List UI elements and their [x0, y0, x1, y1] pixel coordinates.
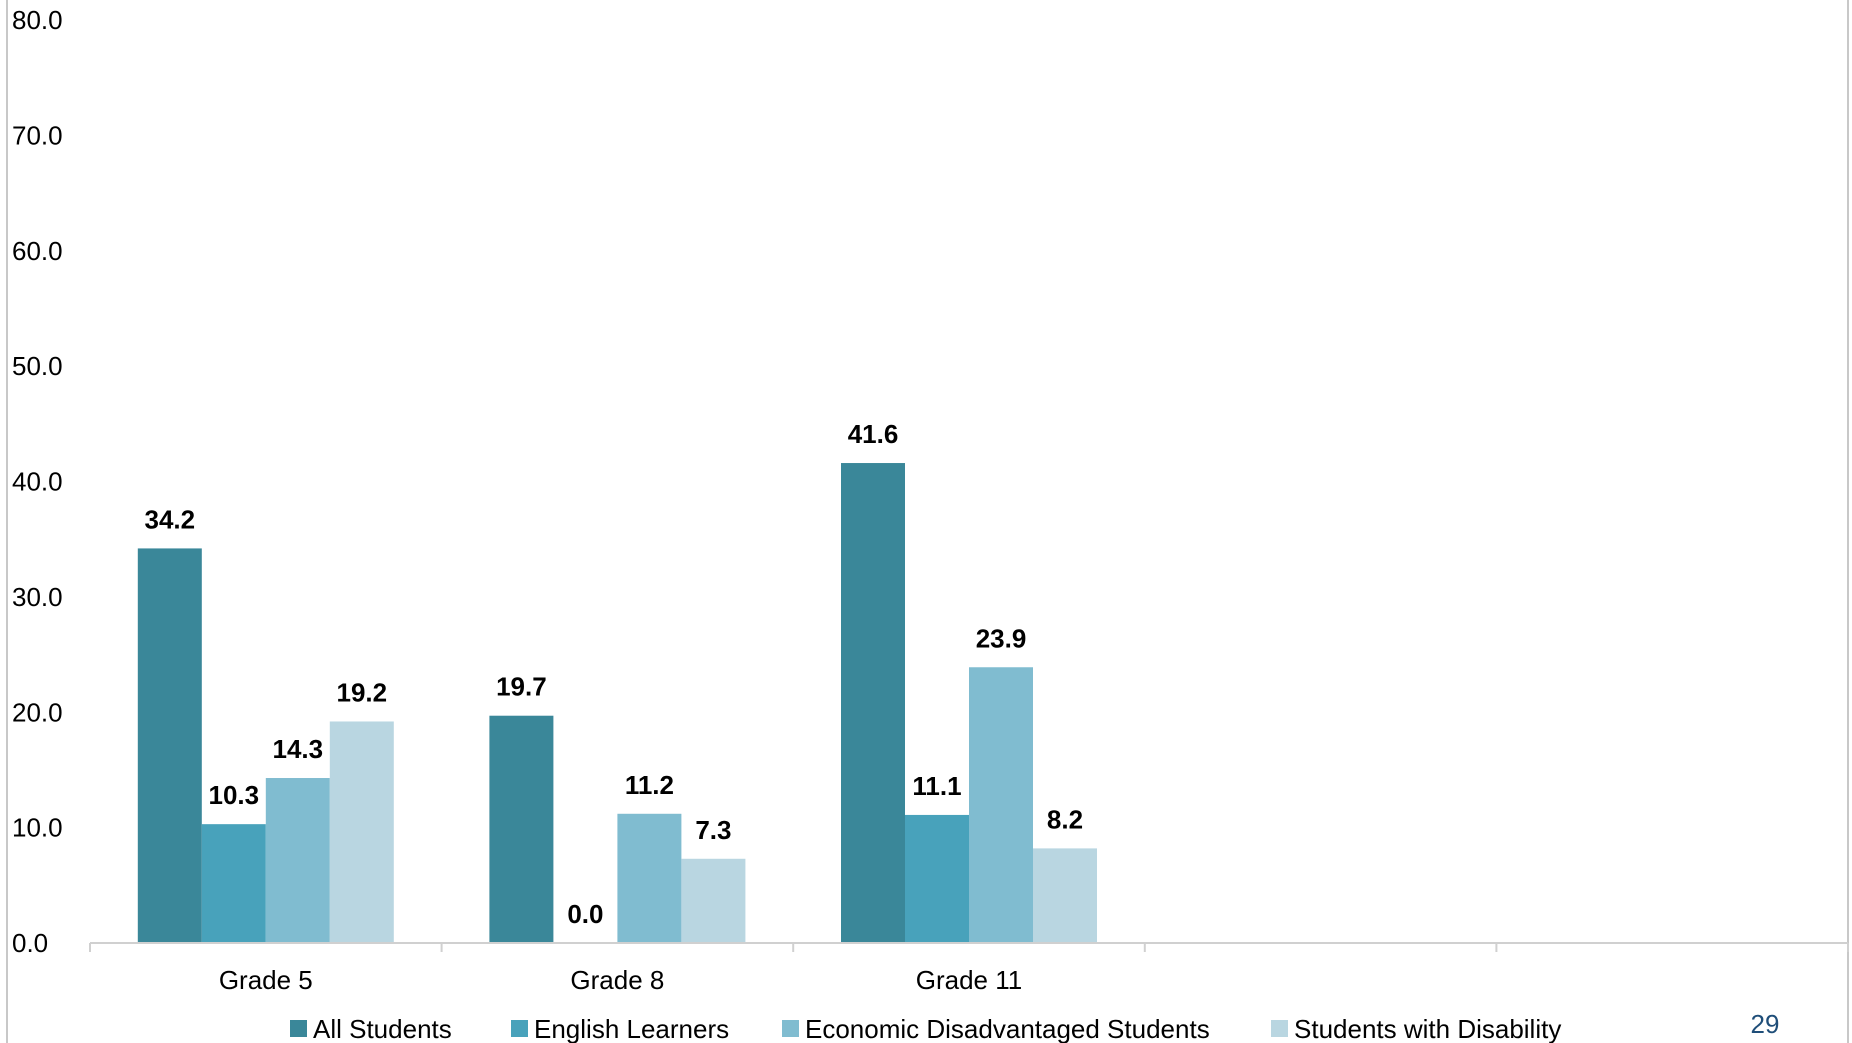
bars: [137, 463, 1097, 943]
legend-label: All Students: [313, 1014, 452, 1043]
bar: [329, 721, 394, 943]
data-label: 8.2: [1047, 804, 1083, 834]
bar: [201, 824, 266, 943]
y-tick-label: 10.0: [12, 813, 63, 843]
page-number: 29: [1751, 1009, 1780, 1039]
data-label: 0.0: [567, 899, 603, 929]
legend-swatch: [782, 1020, 799, 1037]
data-label: 23.9: [976, 623, 1027, 653]
data-label: 34.2: [144, 504, 195, 534]
data-labels: 34.2 10.3 14.3 19.2 19.7 0.0 11.2 7.3 41.6 11.1 23…: [144, 419, 1083, 929]
legend-swatch: [290, 1020, 307, 1037]
data-label: 11.1: [912, 771, 961, 801]
bar: [1033, 848, 1097, 943]
x-axis-tick-marks: [89, 943, 1849, 952]
y-axis-tick-labels: 0.0 10.0 20.0 30.0 40.0 50.0 60.0 70.0 80.0: [12, 5, 63, 958]
data-label: 19.7: [496, 672, 547, 702]
category-labels: Grade 5 Grade 8 Grade 11: [219, 965, 1022, 995]
bar: [841, 463, 905, 943]
y-tick-label: 50.0: [12, 351, 63, 381]
y-tick-label: 60.0: [12, 236, 63, 266]
legend-swatch: [511, 1020, 528, 1037]
data-label: 19.2: [336, 677, 387, 707]
data-label: 41.6: [848, 419, 899, 449]
y-tick-label: 0.0: [12, 928, 48, 958]
y-tick-label: 20.0: [12, 697, 63, 727]
legend-label: Students with Disability: [1294, 1014, 1561, 1043]
bar: [617, 813, 682, 943]
legend-label: English Learners: [534, 1014, 729, 1043]
data-label: 10.3: [208, 780, 259, 810]
data-label: 11.2: [625, 770, 674, 800]
data-label: 7.3: [695, 815, 731, 845]
y-tick-label: 70.0: [12, 120, 63, 150]
y-tick-label: 30.0: [12, 582, 63, 612]
bar: [681, 858, 746, 943]
y-tick-label: 40.0: [12, 467, 63, 497]
data-label: 14.3: [272, 734, 323, 764]
bar: [489, 715, 554, 943]
y-tick-label: 80.0: [12, 5, 63, 35]
bar: [969, 667, 1033, 943]
category-label: Grade 5: [219, 965, 313, 995]
legend-swatch: [1271, 1020, 1288, 1037]
legend-label: Economic Disadvantaged Students: [805, 1014, 1210, 1043]
bar: [137, 548, 202, 943]
category-label: Grade 8: [570, 965, 664, 995]
category-label: Grade 11: [916, 965, 1022, 995]
legend: All Students English Learners Economic Dis…: [290, 1014, 1561, 1043]
bar: [905, 814, 969, 943]
bar: [265, 778, 330, 943]
